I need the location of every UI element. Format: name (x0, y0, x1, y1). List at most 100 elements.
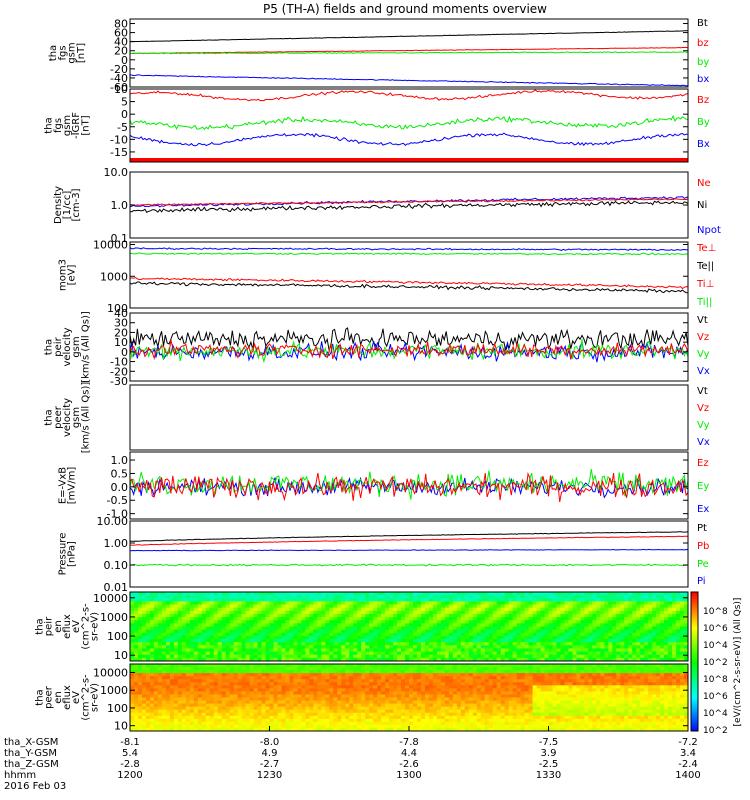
y-tick-label: 5 (121, 96, 128, 109)
y-axis-label: [eV] (67, 265, 78, 286)
colorbar-tick: 10^6 (703, 624, 728, 634)
series-line-Te⊥ (130, 247, 688, 251)
colorbar-cell (691, 594, 698, 598)
legend-entry: Vz (697, 403, 709, 414)
panel-frame (129, 312, 689, 382)
y-axis-label: tha (34, 618, 45, 634)
legend-entry: bz (697, 38, 709, 49)
legend-entry: Vy (697, 420, 710, 431)
colorbar-cell (691, 686, 698, 690)
series-group (130, 247, 688, 294)
y-axis-label: peir (53, 336, 64, 356)
x-tick-label: 3.4 (680, 748, 696, 759)
x-row-label: tha_X-GSM (4, 737, 58, 748)
y-tick-label: -60 (110, 81, 128, 94)
y-axis-label: en (53, 691, 64, 704)
colorbar-cell (691, 608, 698, 612)
colorbar: 10^8 10^6 10^4 10^2 10^8 10^6 10^4 10^2 [eV/(cm^… (690, 591, 743, 736)
legend-entry: Ex (697, 504, 709, 515)
y-axis-label: [nPa] (67, 541, 78, 567)
colorbar-tick: 10^8 (703, 675, 728, 685)
legend-entry: Ti⊥ (696, 279, 714, 290)
y-tick-label: -15 (110, 146, 128, 159)
x-tick-label: 4.4 (401, 748, 417, 759)
colorbar-cell (691, 605, 698, 609)
y-tick-label: 100 (107, 702, 128, 715)
y-tick-label: 0.01 (104, 581, 129, 594)
panel-frame (129, 88, 689, 163)
y-axis-label: peer (53, 405, 64, 429)
colorbar-cell (691, 696, 698, 700)
y-axis-label: peer (44, 685, 55, 709)
y-axis-label: (cm^2-s- (80, 603, 91, 650)
heatmap (130, 592, 688, 661)
legend-entry: Npot (697, 225, 721, 236)
legend-entry: Ne (697, 178, 711, 189)
y-tick-label: -5 (117, 121, 128, 134)
colorbar-cell (691, 612, 698, 616)
legend-entry: Bz (697, 95, 709, 106)
series-line-By (130, 114, 688, 131)
y-tick-label: -10 (110, 356, 128, 369)
series-line-bx (130, 74, 688, 87)
y-axis-label: gsm (67, 42, 78, 63)
y-tick-label: 0.0 (111, 481, 129, 494)
panel-8: 10000 1000 100 10 thapeirenefluxeV(cm^2-s-sr… (34, 591, 689, 662)
y-tick-label: -30 (110, 375, 128, 388)
y-axis-label: [mV/m] (67, 467, 78, 505)
y-tick-label: 10 (114, 336, 128, 349)
legend-entry: Bx (697, 139, 710, 150)
y-axis-label: -IGRF (71, 112, 82, 139)
x-tick-label: 1230 (257, 770, 282, 781)
colorbar-cell (691, 700, 698, 704)
series-line-Pi (130, 548, 688, 552)
colorbar-cell (691, 649, 698, 653)
y-axis-label: eV (71, 620, 82, 633)
panel-frame (129, 520, 689, 588)
series-line-by (130, 51, 688, 55)
panel-6: 1.00.50.0-0.5-1.0 E=-VxB[mV/m] Ez Ey Ex (57, 451, 709, 521)
series-line-Bz (130, 89, 688, 102)
panel-frame (129, 18, 689, 88)
y-tick-label: 0 (121, 54, 128, 67)
x-tick-label: 1300 (396, 770, 421, 781)
colorbar-cell (691, 689, 698, 693)
y-tick-label: 1.00 (104, 537, 129, 550)
colorbar-tick: 10^4 (703, 641, 728, 651)
y-tick-label: 0.1 (111, 232, 129, 245)
y-tick-label: 10 (114, 720, 128, 733)
y-axis-label: tha (44, 117, 55, 133)
colorbar-cell (691, 631, 698, 635)
colorbar-cell (691, 659, 698, 662)
colorbar-cell (691, 603, 698, 607)
y-axis-label: velocity (62, 398, 73, 437)
colorbar-cell (691, 633, 698, 637)
y-axis-label: tha (34, 689, 45, 705)
legend-entry: Vt (697, 386, 708, 397)
y-axis-label: tha (48, 45, 59, 61)
x-tick-label: 5.4 (122, 748, 138, 759)
colorbar-cell (691, 619, 698, 623)
x-tick-label: 1200 (117, 770, 142, 781)
figure-title: P5 (TH-A) fields and ground moments over… (263, 2, 547, 16)
y-tick-label: 10.00 (97, 515, 129, 528)
legend-entry: Ti|| (696, 297, 712, 308)
colorbar-cell (691, 691, 698, 695)
x-row-label: tha_Y-GSM (4, 748, 57, 759)
colorbar-cell (691, 677, 698, 681)
series-group (130, 89, 688, 147)
y-axis-label: [km/s (All Qs)] (80, 311, 91, 383)
legend-entry: Ez (697, 458, 709, 469)
colorbar-cell (691, 617, 698, 621)
x-row-label: tha_Z-GSM (4, 759, 59, 770)
y-tick-label: 1000 (100, 270, 128, 283)
series-line-Ti⊥ (130, 276, 688, 290)
colorbar-cell (691, 705, 698, 709)
colorbar-cell (691, 719, 698, 723)
colorbar-cell (691, 615, 698, 618)
y-axis-label: eV (71, 691, 82, 704)
y-axis-label: gsm (71, 336, 82, 357)
y-tick-label: 80 (114, 18, 128, 31)
